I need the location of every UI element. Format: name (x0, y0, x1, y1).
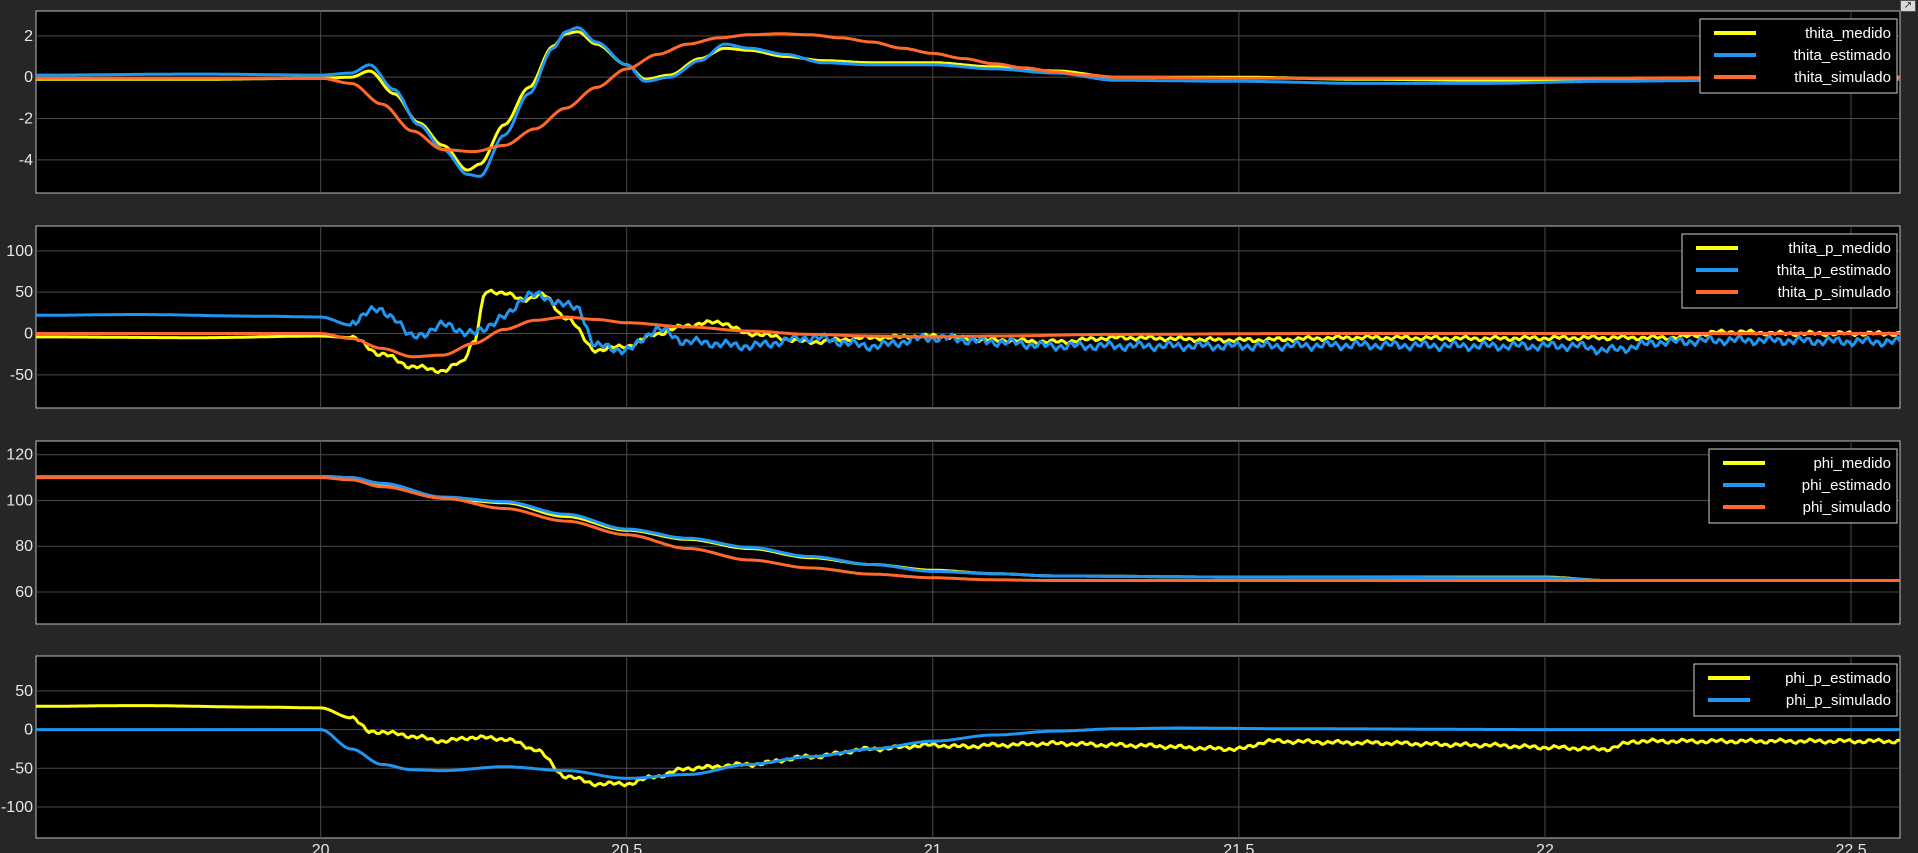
legend-entry: phi_simulado (1803, 499, 1891, 516)
y-tick-label: 2 (24, 28, 33, 45)
x-tick-label: 21 (924, 842, 942, 853)
y-tick-label: 80 (15, 538, 33, 555)
plot-area[interactable] (35, 440, 1901, 625)
y-tick-label: 50 (15, 683, 33, 700)
axes-phi-p[interactable]: 20 20.5 21 21.5 22 22.5 -100 -50 0 50 phi_p_estima… (1, 655, 1901, 853)
legend-entry: thita_estimado (1793, 47, 1891, 64)
plot-area[interactable] (35, 10, 1901, 194)
series-line-thita-p-simulado (36, 315, 1900, 359)
y-tick-label: 0 (24, 69, 33, 86)
legend-entry: thita_simulado (1794, 69, 1891, 86)
legend[interactable]: thita_p_medido thita_p_estimado thita_p_si… (1681, 233, 1898, 309)
legend[interactable]: thita_medido thita_estimado thita_simulado (1699, 18, 1898, 94)
series-line-thita-simulado (36, 32, 1900, 154)
legend-entry: phi_estimado (1802, 477, 1891, 494)
series-line-phi-p-estimado (36, 704, 1900, 788)
legend-entry: thita_p_medido (1788, 240, 1891, 257)
series-line-thita-p-estimado (36, 290, 1900, 356)
legend-entry: phi_medido (1813, 455, 1891, 472)
series-line-phi-p-simulado (36, 726, 1900, 780)
y-tick-label: 100 (6, 492, 33, 509)
x-tick-label: 21.5 (1223, 842, 1254, 853)
legend[interactable]: phi_medido phi_estimado phi_simulado (1708, 448, 1898, 524)
y-tick-label: 120 (6, 447, 33, 464)
y-tick-label: 60 (15, 584, 33, 601)
series-line-phi-simulado (36, 476, 1900, 582)
legend-entry: thita_medido (1805, 25, 1891, 42)
axes-thita[interactable]: -4 -2 0 2 thita_medido thita_estimado thita_si… (19, 10, 1901, 194)
series-line-thita-estimado (36, 26, 1900, 178)
undock-arrow-icon[interactable]: ↗ (1900, 0, 1916, 12)
legend-entry: thita_p_estimado (1777, 262, 1891, 279)
y-tick-label: 0 (24, 722, 33, 739)
y-tick-label: -4 (19, 152, 33, 169)
y-tick-label: -50 (10, 367, 33, 384)
y-tick-label: 100 (6, 243, 33, 260)
x-tick-label: 22 (1536, 842, 1554, 853)
legend-entry: thita_p_simulado (1778, 284, 1891, 301)
legend-box (1693, 663, 1898, 717)
y-tick-label: 50 (15, 284, 33, 301)
legend[interactable]: phi_p_estimado phi_p_simulado (1693, 663, 1898, 717)
y-tick-label: -100 (1, 799, 33, 816)
x-tick-label: 20 (312, 842, 330, 853)
y-tick-label: -2 (19, 111, 33, 128)
legend-entry: phi_p_estimado (1785, 670, 1891, 687)
x-tick-label: 22.5 (1835, 842, 1866, 853)
axes-phi[interactable]: 60 80 100 120 phi_medido phi_estimado phi_simu… (6, 440, 1901, 625)
y-tick-label: -50 (10, 760, 33, 777)
plot-area[interactable] (35, 225, 1901, 409)
y-tick-label: 0 (24, 326, 33, 343)
legend-entry: phi_p_simulado (1786, 692, 1891, 709)
x-tick-label: 20.5 (611, 842, 642, 853)
